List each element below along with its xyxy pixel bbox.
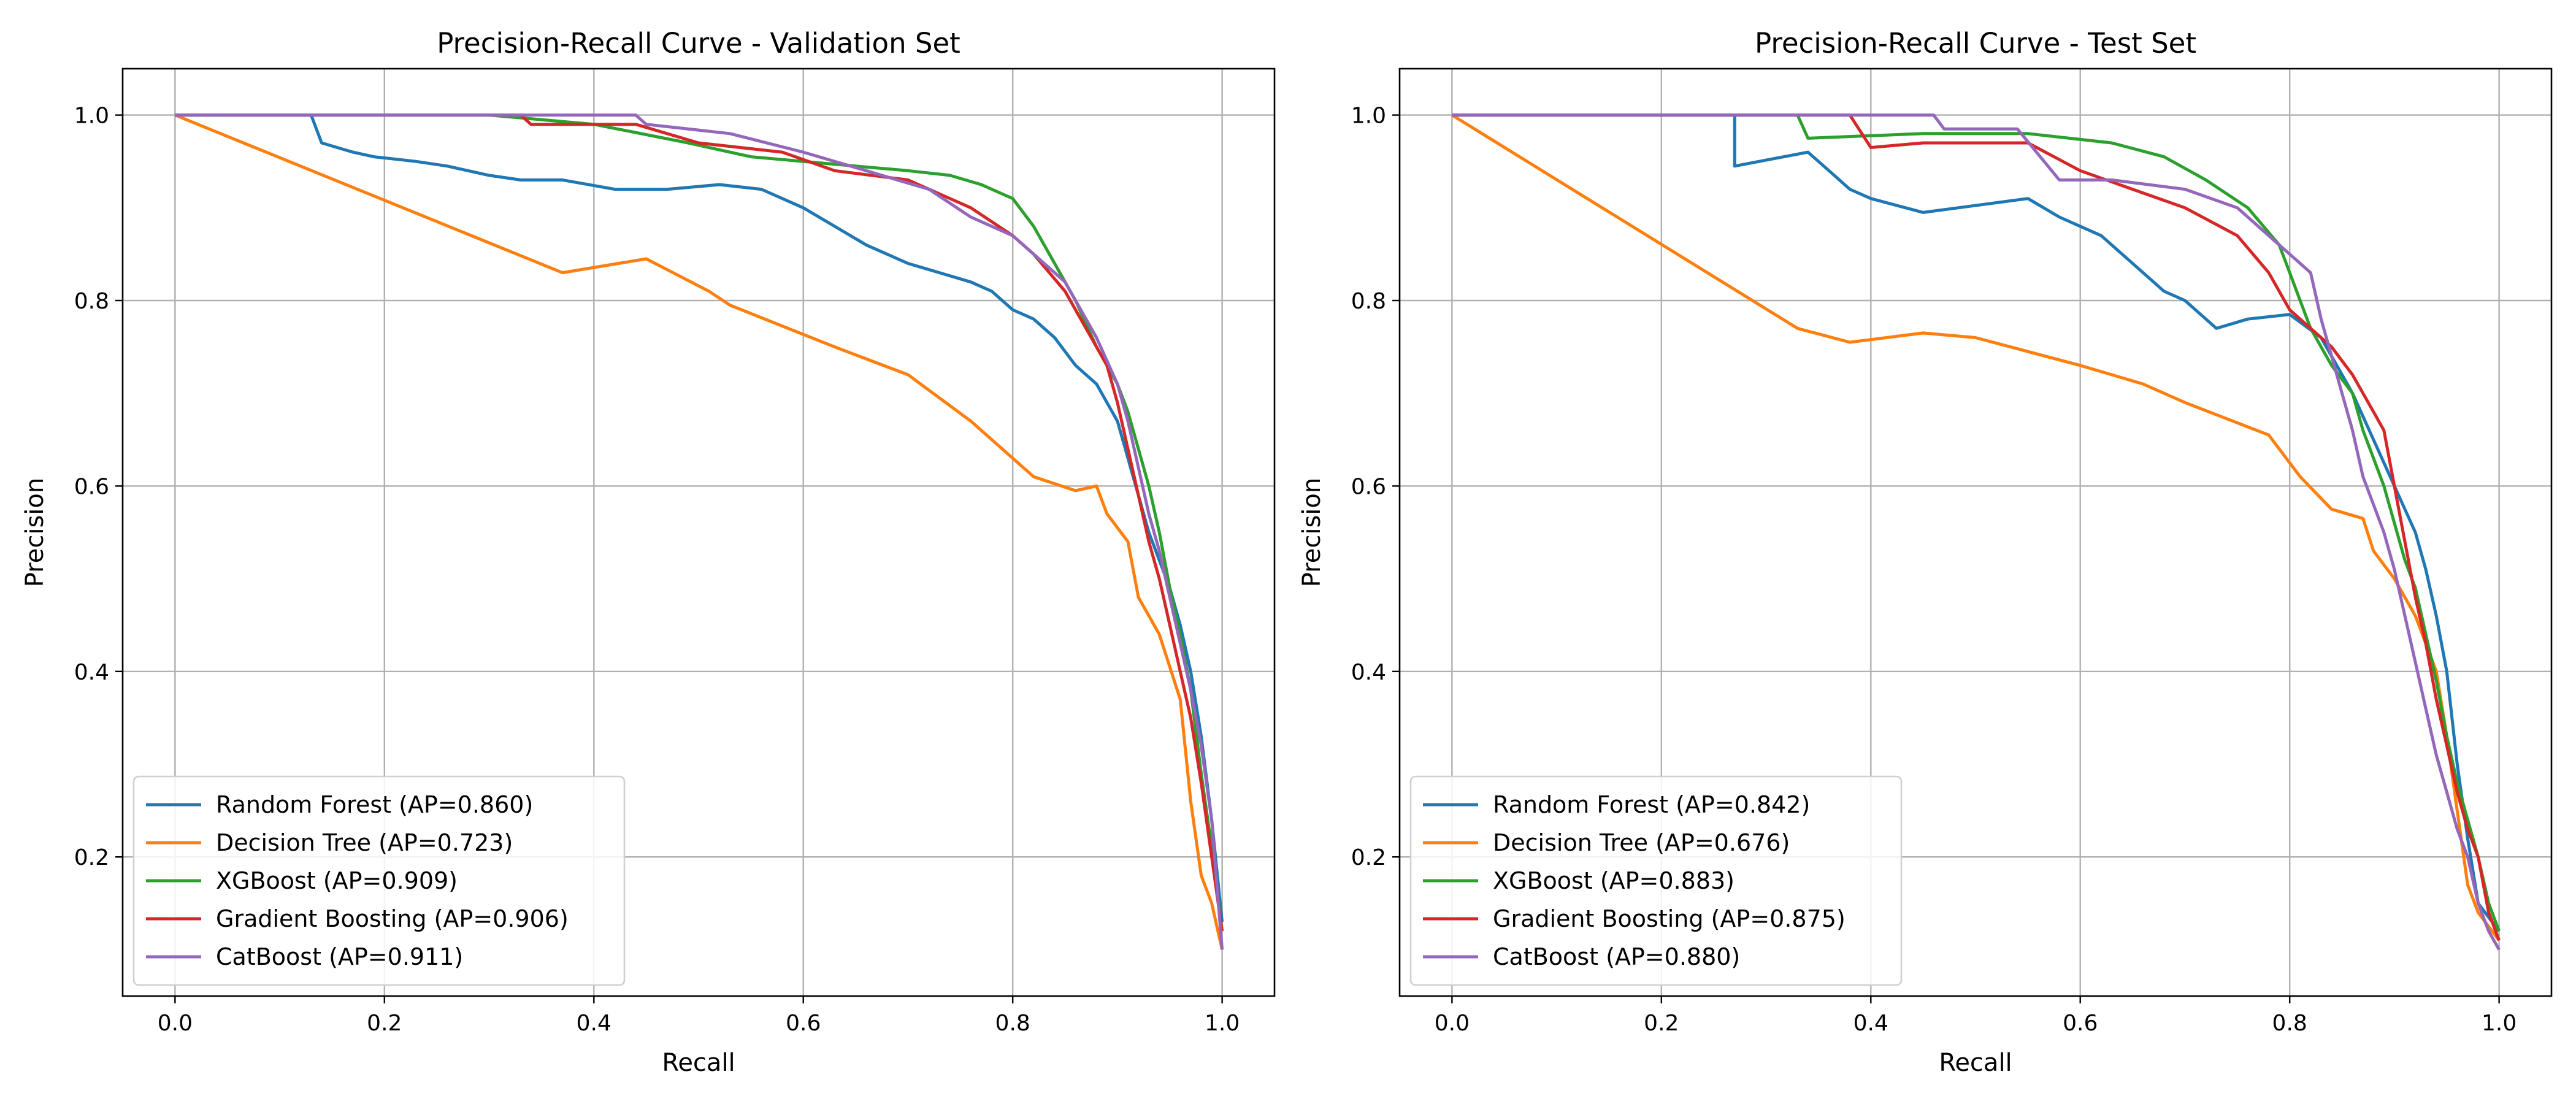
series-line-xgboost: [1452, 113, 2501, 932]
x-tick-label: 0.6: [2063, 1011, 2098, 1036]
series-line-decision-tree: [1451, 113, 2501, 941]
legend-entry: XGBoost (AP=0.909): [216, 867, 458, 894]
x-tick-label: 0.0: [1435, 1011, 1470, 1036]
y-tick-label: 1.0: [74, 104, 109, 129]
y-tick-label: 0.8: [1351, 289, 1386, 314]
series-line-catboost: [175, 113, 1224, 950]
y-axis-label: Precision: [21, 478, 49, 587]
x-tick-label: 0.4: [1853, 1011, 1888, 1036]
y-tick-label: 0.2: [74, 845, 109, 870]
y-axis-label: Precision: [1298, 478, 1326, 587]
x-axis-label: Recall: [1939, 1049, 2012, 1077]
legend-entry: Random Forest (AP=0.860): [216, 791, 533, 818]
x-tick-label: 0.0: [158, 1011, 193, 1036]
x-tick-label: 0.4: [577, 1011, 611, 1036]
y-tick-label: 0.4: [74, 660, 109, 685]
y-tick-label: 0.8: [74, 289, 109, 314]
x-tick-label: 1.0: [2482, 1011, 2517, 1036]
chart-title: Precision-Recall Curve - Validation Set: [437, 27, 960, 59]
legend-entry: Decision Tree (AP=0.723): [216, 829, 513, 856]
legend-entry: XGBoost (AP=0.883): [1493, 867, 1735, 894]
legend: Random Forest (AP=0.842) Decision Tree (A…: [1409, 775, 1903, 986]
series-line-gradient-boosting: [1452, 113, 2501, 941]
y-tick-label: 0.4: [1351, 660, 1386, 685]
legend-entry: Gradient Boosting (AP=0.875): [1493, 905, 1846, 932]
x-tick-label: 0.6: [786, 1011, 821, 1036]
y-tick-label: 0.6: [1351, 474, 1386, 499]
plot-area-border: [1398, 67, 2553, 997]
chart-panel-1: Precision-Recall Curve - Test Set 0.0 0.2 0…: [1298, 27, 2553, 1077]
series-line-gradient-boosting: [175, 113, 1224, 932]
legend-entry: CatBoost (AP=0.880): [1493, 943, 1740, 970]
x-tick-label: 0.8: [995, 1011, 1030, 1036]
y-tick-label: 0.6: [74, 474, 109, 499]
legend-entry: Decision Tree (AP=0.676): [1493, 829, 1790, 856]
legend-box: [132, 775, 626, 986]
y-tick-label: 1.0: [1351, 104, 1386, 129]
x-axis-label: Recall: [662, 1049, 735, 1077]
series-line-catboost: [1452, 113, 2501, 951]
x-tick-label: 0.2: [1644, 1011, 1679, 1036]
legend-entry: CatBoost (AP=0.911): [216, 943, 463, 970]
series-line-random-forest: [175, 113, 1224, 922]
legend-entry: Gradient Boosting (AP=0.906): [216, 905, 569, 932]
series-line-random-forest: [1452, 113, 2501, 932]
plot-area-border: [121, 67, 1276, 997]
x-tick-label: 0.2: [367, 1011, 402, 1036]
legend-box: [1409, 775, 1903, 986]
y-tick-label: 0.2: [1351, 845, 1386, 870]
series-line-decision-tree: [174, 113, 1224, 950]
chart-title: Precision-Recall Curve - Test Set: [1755, 27, 2196, 59]
chart-panel-0: Precision-Recall Curve - Validation Set 0…: [21, 27, 1276, 1077]
x-tick-label: 1.0: [1205, 1011, 1240, 1036]
legend: Random Forest (AP=0.860) Decision Tree (A…: [132, 775, 626, 986]
x-tick-label: 0.8: [2272, 1011, 2307, 1036]
legend-entry: Random Forest (AP=0.842): [1493, 791, 1810, 818]
